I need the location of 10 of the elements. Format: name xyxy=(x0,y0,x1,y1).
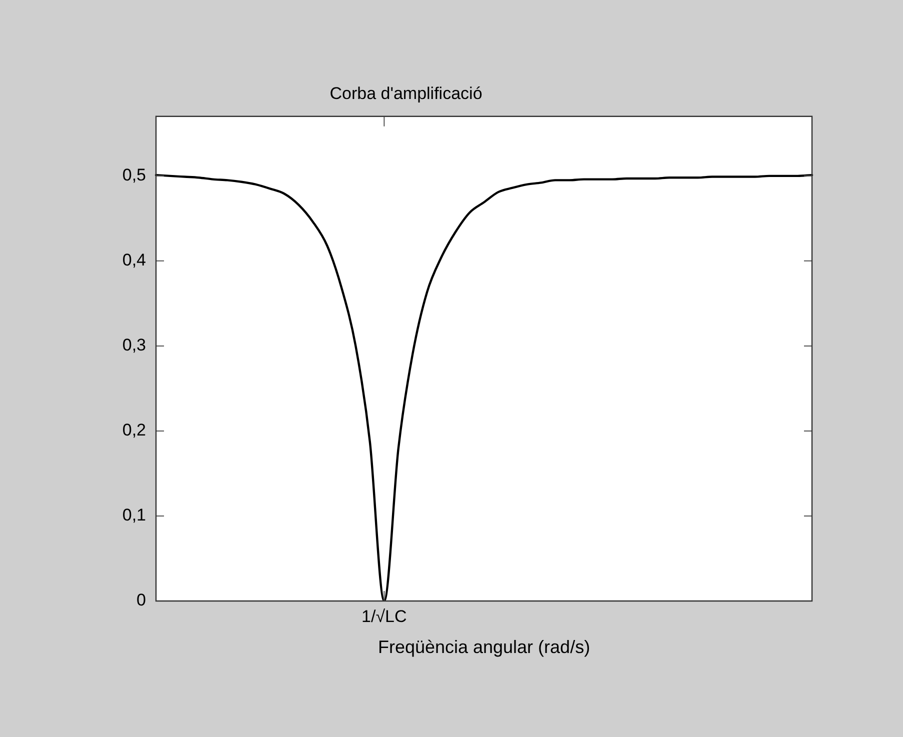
y-tick-label: 0,4 xyxy=(122,250,146,270)
y-tick-label: 0 xyxy=(136,590,146,610)
chart-title: Corba d'amplificació xyxy=(330,84,482,103)
y-tick-label: 0,5 xyxy=(122,166,146,185)
y-tick-label: 0,3 xyxy=(122,336,146,355)
x-axis-title: Freqüència angular (rad/s) xyxy=(378,637,590,658)
line-series xyxy=(154,174,814,601)
y-tick-label: 0,1 xyxy=(122,506,146,525)
x-tick-label: 1/√LC xyxy=(362,606,407,626)
y-tick-label: 0,2 xyxy=(122,420,146,440)
